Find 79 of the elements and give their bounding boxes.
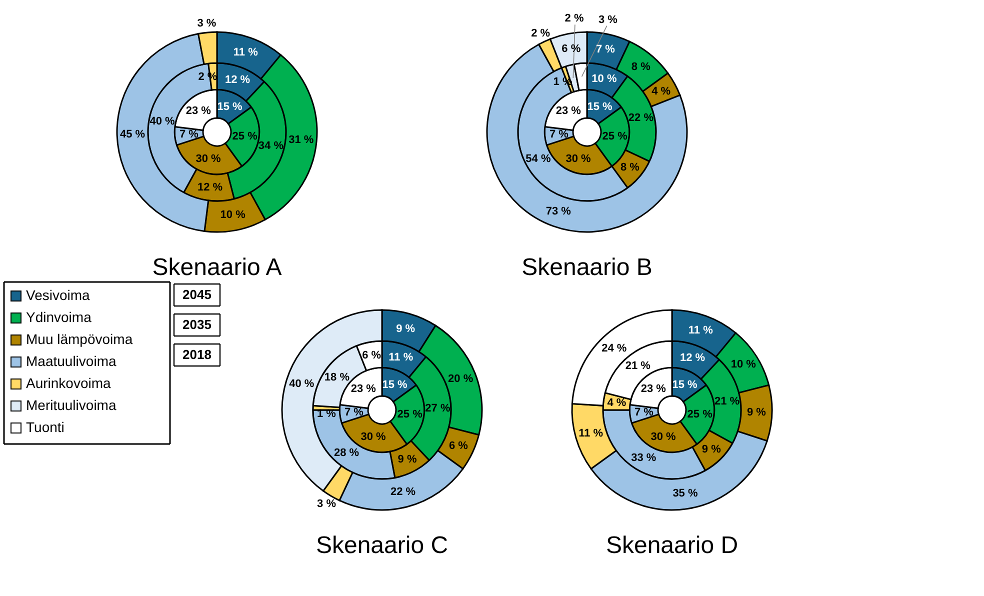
- data-label: 11 %: [233, 46, 258, 58]
- legend-label: Tuonti: [26, 419, 64, 435]
- data-label: 3 %: [197, 17, 216, 30]
- data-label: 2 %: [564, 12, 584, 25]
- legend-label: Ydinvoima: [26, 309, 92, 325]
- data-label: 54 %: [526, 152, 551, 165]
- data-label: 24 %: [602, 342, 627, 354]
- data-label: 3 %: [317, 498, 336, 510]
- data-label: 23 %: [640, 382, 666, 395]
- data-label: 7 %: [549, 128, 569, 141]
- legend-label: Muu lämpövoima: [26, 331, 133, 347]
- data-label: 9 %: [702, 443, 722, 456]
- data-label: 7 %: [344, 406, 364, 419]
- data-label: 7 %: [634, 406, 654, 419]
- data-label: 18 %: [324, 371, 350, 384]
- data-label: 12 %: [224, 74, 250, 86]
- data-label: 7 %: [179, 128, 199, 141]
- data-label: 4 %: [652, 85, 671, 98]
- data-label: 11 %: [388, 352, 414, 364]
- data-label: 34 %: [258, 140, 284, 152]
- data-label: 25 %: [602, 130, 628, 142]
- text: Skenaario C: [316, 532, 448, 559]
- legend-label: 2018: [182, 347, 212, 362]
- data-label: 21 %: [714, 395, 740, 408]
- data-label: 4 %: [607, 397, 626, 410]
- data-label: 31 %: [288, 134, 314, 146]
- data-label: 15 %: [587, 100, 613, 113]
- data-label: 2 %: [531, 27, 550, 40]
- data-label: 8 %: [631, 60, 651, 73]
- data-label: 22 %: [628, 112, 654, 124]
- legend-label: Vesivoima: [26, 287, 90, 303]
- data-label: 10 %: [730, 358, 756, 371]
- legend-label: 2045: [182, 287, 212, 302]
- data-label: 22 %: [390, 486, 416, 498]
- data-label: 45 %: [120, 128, 146, 141]
- data-label: 3 %: [598, 14, 618, 26]
- data-label: 25 %: [687, 408, 713, 420]
- text: Skenaario D: [606, 532, 738, 559]
- text: Skenaario A: [152, 254, 282, 281]
- legend-label: Merituulivoima: [26, 397, 116, 413]
- data-label: 9 %: [398, 454, 417, 466]
- data-label: 30 %: [650, 430, 676, 443]
- legend-label: Maatuulivoima: [26, 353, 116, 369]
- text: Skenaario B: [522, 254, 652, 281]
- data-label: 7 %: [596, 44, 616, 56]
- data-label: 11 %: [578, 428, 604, 440]
- data-label: 12 %: [197, 181, 223, 194]
- data-label: 11 %: [688, 324, 714, 336]
- data-label: 40 %: [289, 378, 314, 390]
- data-label: 10 %: [220, 209, 246, 222]
- data-label: 28 %: [334, 446, 360, 459]
- data-label: 33 %: [631, 452, 656, 464]
- data-label: 6 %: [562, 42, 581, 55]
- data-label: 25 %: [397, 408, 423, 420]
- data-label: 30 %: [360, 430, 386, 443]
- legend-label: Aurinkovoima: [26, 375, 112, 391]
- data-label: 21 %: [625, 360, 651, 372]
- data-label: 25 %: [232, 130, 258, 142]
- data-label: 20 %: [448, 372, 474, 385]
- data-label: 9 %: [396, 322, 416, 335]
- data-label: 30 %: [566, 152, 592, 165]
- data-label: 9 %: [746, 406, 766, 419]
- data-label: 6 %: [448, 440, 468, 452]
- data-label: 8 %: [620, 162, 640, 174]
- data-label: 15 %: [382, 378, 408, 391]
- data-label: 15 %: [672, 378, 698, 391]
- data-label: 73 %: [546, 206, 572, 218]
- data-label: 40 %: [150, 116, 176, 128]
- data-label: 27 %: [425, 402, 450, 414]
- data-label: 10 %: [592, 73, 617, 86]
- data-label: 23 %: [350, 382, 376, 395]
- data-label: 23 %: [556, 104, 582, 117]
- data-label: 6 %: [362, 349, 382, 362]
- data-label: 15 %: [217, 100, 243, 113]
- legend-label: 2035: [182, 317, 212, 332]
- data-label: 12 %: [680, 352, 706, 364]
- data-label: 35 %: [672, 487, 698, 500]
- data-label: 30 %: [196, 152, 222, 165]
- data-label: 23 %: [186, 104, 212, 117]
